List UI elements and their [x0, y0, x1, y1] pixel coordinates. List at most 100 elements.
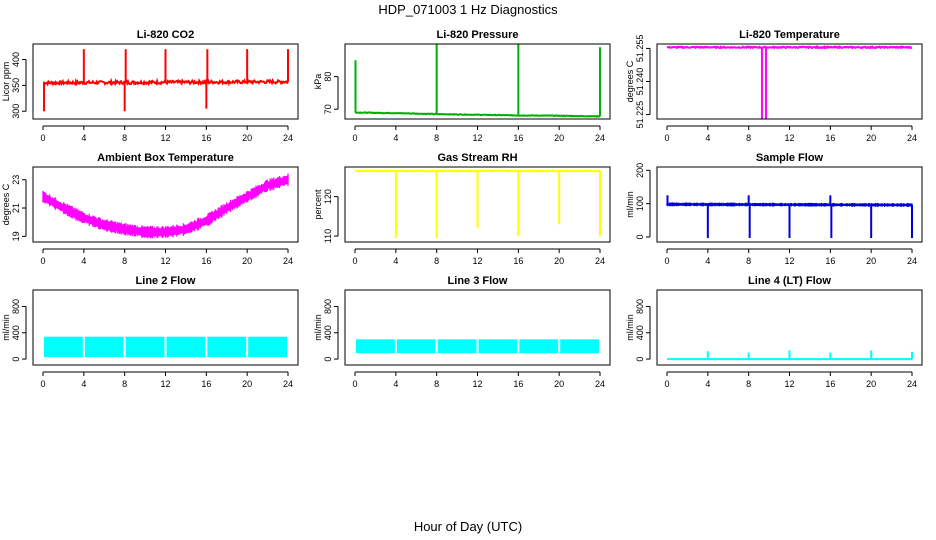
x-tick-label: 8: [746, 256, 751, 266]
x-tick-label: 8: [434, 256, 439, 266]
y-axis-label: percent: [313, 189, 323, 220]
y-tick-label: 51.225: [635, 101, 645, 129]
x-tick-label: 24: [595, 256, 605, 266]
x-tick-label: 20: [242, 256, 252, 266]
x-tick-label: 12: [784, 256, 794, 266]
series-area: [356, 339, 599, 354]
x-tick-label: 4: [81, 133, 86, 143]
x-tick-label: 0: [40, 379, 45, 389]
series-block: [248, 336, 287, 358]
y-tick-label: 80: [323, 72, 333, 82]
x-tick-label: 24: [283, 379, 293, 389]
x-tick-label: 16: [201, 379, 211, 389]
plot-frame: [344, 166, 611, 243]
y-axis-label: ml/min: [1, 314, 11, 341]
plot-frame: [32, 289, 299, 366]
x-tick-label: 16: [825, 133, 835, 143]
series-block: [125, 336, 165, 358]
panel-title: Li-820 Pressure: [437, 29, 519, 41]
x-tick-label: 8: [122, 133, 127, 143]
x-tick-label: 16: [201, 133, 211, 143]
x-tick-label: 16: [513, 133, 523, 143]
y-tick-label: 0: [635, 234, 645, 239]
x-tick-label: 0: [40, 133, 45, 143]
x-tick-label: 12: [784, 133, 794, 143]
panel-3: Ambient Box Temperature 0 4 8 12 16 20 24 19 21 23…: [1, 152, 299, 266]
series-block: [84, 336, 124, 358]
series-block: [478, 339, 518, 354]
x-tick-label: 8: [122, 256, 127, 266]
x-tick-label: 12: [160, 133, 170, 143]
x-tick-label: 20: [554, 379, 564, 389]
x-tick-label: 4: [81, 379, 86, 389]
panel-title: Line 4 (LT) Flow: [748, 275, 831, 287]
series-area: [42, 49, 289, 112]
x-tick-label: 12: [160, 256, 170, 266]
x-tick-label: 20: [242, 379, 252, 389]
x-tick-label: 4: [705, 133, 710, 143]
y-tick-label: 800: [635, 299, 645, 314]
x-tick-label: 24: [283, 133, 293, 143]
series-block: [519, 339, 559, 354]
x-tick-label: 4: [705, 256, 710, 266]
x-tick-label: 0: [664, 379, 669, 389]
y-tick-label: 800: [11, 299, 21, 314]
y-axis-label: ml/min: [625, 314, 635, 341]
x-tick-label: 12: [472, 133, 482, 143]
y-tick-label: 200: [635, 163, 645, 178]
y-tick-label: 800: [323, 299, 333, 314]
series-line: [666, 44, 913, 50]
x-tick-label: 20: [866, 256, 876, 266]
x-tick-label: 8: [434, 379, 439, 389]
plot-frame: [656, 166, 923, 243]
panel-title: Line 3 Flow: [448, 275, 508, 287]
x-tick-label: 8: [746, 133, 751, 143]
x-tick-label: 4: [705, 379, 710, 389]
series-area: [42, 173, 289, 239]
panel-title: Line 2 Flow: [136, 275, 196, 287]
y-tick-label: 23: [11, 175, 21, 185]
x-tick-label: 8: [122, 379, 127, 389]
series-area: [354, 44, 601, 118]
x-tick-label: 0: [352, 133, 357, 143]
x-tick-label: 24: [907, 133, 917, 143]
x-tick-label: 16: [513, 256, 523, 266]
x-tick-label: 12: [472, 379, 482, 389]
x-tick-label: 24: [907, 379, 917, 389]
x-tick-label: 12: [472, 256, 482, 266]
y-tick-label: 120: [323, 189, 333, 204]
panel-title: Li-820 Temperature: [739, 29, 840, 41]
x-tick-label: 4: [393, 256, 398, 266]
figure-title: HDP_071003 1 Hz Diagnostics: [378, 2, 558, 17]
y-tick-label: 70: [323, 104, 333, 114]
plot-frame: [344, 43, 611, 120]
plot-frame: [344, 289, 611, 366]
x-tick-label: 16: [513, 379, 523, 389]
series-block: [396, 339, 436, 354]
series-area: [666, 44, 913, 119]
plot-frame: [656, 43, 923, 120]
series-area: [667, 350, 913, 361]
panel-title: Gas Stream RH: [437, 152, 517, 164]
x-tick-label: 16: [825, 379, 835, 389]
plot-frame: [32, 43, 299, 120]
y-axis-label: ml/min: [313, 314, 323, 341]
plot-frame: [32, 166, 299, 243]
x-tick-label: 20: [554, 256, 564, 266]
x-tick-label: 4: [393, 379, 398, 389]
x-tick-label: 0: [664, 133, 669, 143]
series-block: [356, 339, 395, 354]
y-tick-label: 51.240: [635, 68, 645, 96]
y-tick-label: 300: [11, 104, 21, 119]
x-tick-label: 16: [825, 256, 835, 266]
y-tick-label: 19: [11, 231, 21, 241]
y-tick-label: 0: [323, 357, 333, 362]
y-tick-label: 400: [635, 325, 645, 340]
x-tick-label: 8: [746, 379, 751, 389]
y-tick-label: 400: [11, 52, 21, 67]
plot-frame: [656, 289, 923, 366]
x-tick-label: 20: [242, 133, 252, 143]
